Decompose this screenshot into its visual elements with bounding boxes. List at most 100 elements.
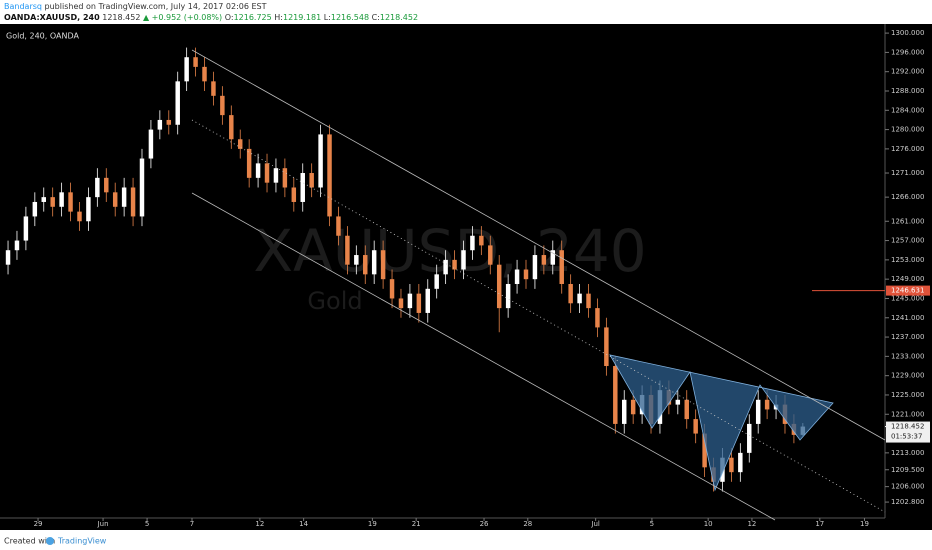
- y-tick-label: 1221.000: [891, 410, 924, 418]
- header-line-2: OANDA:XAUUSD, 240 1218.452 ▲ +0.952 (+0.…: [4, 13, 418, 22]
- y-tick-label: 1280.000: [891, 126, 924, 134]
- candle-body: [264, 163, 270, 183]
- candle-body: [755, 399, 761, 424]
- x-tick-label: 10: [704, 520, 713, 528]
- c-label: C:: [372, 13, 380, 22]
- x-tick-label: 21: [412, 520, 421, 528]
- candle-body: [434, 274, 439, 289]
- y-tick-label: 1237.000: [891, 333, 924, 341]
- candle-body: [112, 192, 118, 207]
- candle-body: [5, 250, 11, 265]
- y-tick-label: 1241.000: [891, 314, 924, 322]
- head-shoulders-pattern: [609, 354, 834, 492]
- candle-body: [630, 399, 636, 415]
- y-tick-label: 1276.000: [891, 145, 924, 153]
- candle-body: [121, 187, 127, 207]
- last-price-label: 1218.452: [891, 423, 924, 431]
- x-tick-label: 17: [815, 520, 824, 528]
- x-tick-label: 29: [34, 520, 43, 528]
- candle-body: [50, 197, 55, 207]
- candle-body: [568, 283, 573, 304]
- footer-logo: [46, 537, 54, 545]
- candle-body: [443, 259, 448, 275]
- candle-body: [23, 216, 29, 241]
- candle-body: [148, 129, 154, 159]
- candle-body: [461, 250, 466, 270]
- o-label: O:: [225, 13, 234, 22]
- y-tick-label: 1245.000: [891, 294, 924, 302]
- chart-legend: Gold, 240, OANDA: [6, 32, 79, 41]
- y-tick-label: 1249.000: [891, 275, 924, 283]
- candle-body: [291, 187, 297, 202]
- h-label: H:: [274, 13, 283, 22]
- y-tick-label: 1253.000: [891, 256, 924, 264]
- candle-body: [139, 158, 145, 217]
- l-label: L:: [324, 13, 331, 22]
- candle-body: [229, 115, 234, 140]
- candle-body: [479, 235, 484, 246]
- last-price-tag: [886, 421, 930, 443]
- candle-body: [505, 283, 511, 309]
- x-tick-label: Jul: [590, 520, 600, 528]
- x-tick-label: 7: [190, 520, 194, 528]
- candle-body: [166, 119, 172, 125]
- candle-body: [300, 173, 305, 202]
- x-tick-label: Jun: [97, 520, 109, 528]
- footer-brand[interactable]: TradingView: [57, 537, 107, 546]
- x-tick-label: 28: [523, 520, 532, 528]
- candle-body: [59, 192, 64, 207]
- candle-body: [309, 173, 314, 188]
- candle-body: [184, 57, 189, 82]
- candle-body: [193, 57, 198, 67]
- author[interactable]: Bandarsq: [4, 2, 42, 11]
- y-tick-label: 1292.000: [891, 68, 924, 76]
- candle-body: [684, 399, 689, 420]
- candle-body: [318, 134, 323, 188]
- candle-body: [220, 95, 225, 116]
- candle-body: [738, 452, 743, 473]
- candle-body: [729, 457, 734, 473]
- y-tick-label: 1288.000: [891, 87, 924, 95]
- candle-body: [416, 293, 422, 313]
- candle-body: [41, 197, 46, 202]
- candle-body: [577, 293, 582, 304]
- candle-body: [363, 255, 368, 275]
- l-value: 1216.548: [331, 13, 369, 22]
- y-tick-label: 1300.000: [891, 29, 924, 37]
- candle-body: [336, 216, 341, 236]
- candle-body: [514, 269, 520, 284]
- candle-body: [77, 211, 82, 222]
- candle-body: [104, 177, 109, 193]
- candle-body: [95, 177, 100, 198]
- header-line-1: Bandarsq published on TradingView.com, J…: [4, 2, 267, 11]
- candle-body: [470, 235, 475, 251]
- x-tick-label: 5: [145, 520, 149, 528]
- watermark: XAUUSD, 240: [253, 217, 646, 285]
- candle-body: [541, 255, 547, 265]
- candle-body: [255, 163, 261, 178]
- y-tick-label: 1271.000: [891, 169, 924, 177]
- x-tick-label: 14: [299, 520, 308, 528]
- y-tick-label: 1266.000: [891, 193, 924, 201]
- candle-body: [675, 399, 681, 405]
- y-tick-label: 1233.000: [891, 352, 924, 360]
- published: published on TradingView.com, July 14, 2…: [45, 2, 267, 11]
- channel-mid: [191, 119, 886, 513]
- header-change: ▲ +0.952 (+0.08%): [143, 13, 222, 22]
- y-tick-label: 1225.000: [891, 391, 924, 399]
- chart-bg: [0, 24, 932, 530]
- countdown: 01:53:37: [891, 433, 922, 441]
- candle-body: [345, 235, 350, 265]
- candle-body: [764, 399, 770, 410]
- candle-body: [622, 399, 627, 424]
- candle-body: [237, 139, 243, 149]
- candle-body: [246, 148, 252, 178]
- candle-body: [380, 250, 386, 280]
- y-tick-label: 1296.000: [891, 48, 924, 56]
- candle-body: [175, 81, 180, 125]
- candle-body: [68, 192, 73, 212]
- channel-lower: [191, 192, 776, 521]
- y-tick-label: 1213.000: [891, 449, 924, 457]
